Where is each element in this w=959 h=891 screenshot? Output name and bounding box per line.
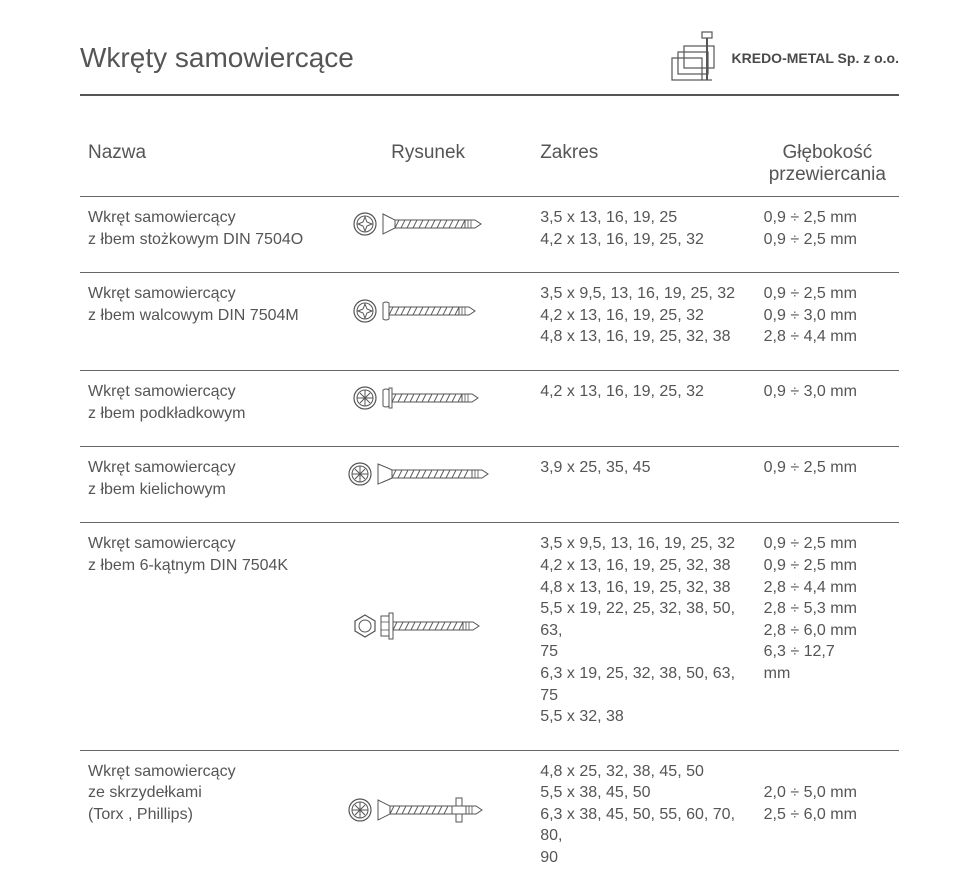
table-row: Wkręt samowiercący z łbem 6-kątnym DIN 7…	[80, 523, 899, 750]
table-row: Wkręt samowiercący z łbem walcowym DIN 7…	[80, 273, 899, 371]
product-name-line: z łbem stożkowym DIN 7504O	[88, 229, 328, 251]
product-name-line: Wkręt samowiercący	[88, 283, 328, 305]
product-name-line: z łbem walcowym DIN 7504M	[88, 305, 328, 327]
table-row: Wkręt samowiercący z łbem kielichowym 3,…	[80, 447, 899, 523]
range-cell: 3,9 x 25, 35, 45	[520, 447, 755, 523]
range-cell: 4,2 x 13, 16, 19, 25, 32	[520, 370, 755, 446]
depth-cell: 2,0 ÷ 5,0 mm 2,5 ÷ 6,0 mm	[756, 750, 899, 890]
depth-cell: 0,9 ÷ 2,5 mm	[756, 447, 899, 523]
brand-block: KREDO-METAL Sp. z o.o.	[666, 30, 899, 86]
screw-bugle-icon	[348, 460, 508, 490]
product-name-line: Wkręt samowiercący	[88, 533, 328, 555]
screw-washer-icon	[353, 384, 503, 414]
products-table: Nazwa Rysunek Zakres Głębokość przewierc…	[80, 136, 899, 891]
header-rule	[80, 94, 899, 96]
screw-hex-icon	[353, 610, 503, 644]
col-header-range: Zakres	[520, 136, 755, 197]
product-name-line: Wkręt samowiercący	[88, 207, 328, 229]
depth-cell: 0,9 ÷ 2,5 mm 0,9 ÷ 2,5 mm 2,8 ÷ 4,4 mm 2…	[756, 523, 899, 750]
product-name-line: Wkręt samowiercący	[88, 761, 328, 783]
table-row: Wkręt samowiercący z łbem stożkowym DIN …	[80, 197, 899, 273]
product-name-line: z łbem podkładkowym	[88, 403, 328, 425]
range-cell: 3,5 x 9,5, 13, 16, 19, 25, 32 4,2 x 13, …	[520, 523, 755, 750]
product-name-line: z łbem kielichowym	[88, 479, 328, 501]
page-title: Wkręty samowiercące	[80, 42, 354, 74]
col-header-drawing: Rysunek	[336, 136, 520, 197]
brand-name: KREDO-METAL Sp. z o.o.	[732, 50, 899, 66]
col-header-name: Nazwa	[80, 136, 336, 197]
product-name-line: (Torx , Phillips)	[88, 804, 328, 826]
range-cell: 3,5 x 13, 16, 19, 25 4,2 x 13, 16, 19, 2…	[520, 197, 755, 273]
screw-countersunk-icon	[353, 210, 503, 240]
col-header-depth: Głębokość przewiercania	[756, 136, 899, 197]
product-name-line: z łbem 6-kątnym DIN 7504K	[88, 555, 328, 577]
table-row: Wkręt samowiercący z łbem podkładkowym 4…	[80, 370, 899, 446]
product-name-line: Wkręt samowiercący	[88, 381, 328, 403]
table-row: Wkręt samowiercący ze skrzydełkami (Torx…	[80, 750, 899, 890]
product-name-line: ze skrzydełkami	[88, 782, 328, 804]
range-cell: 3,5 x 9,5, 13, 16, 19, 25, 32 4,2 x 13, …	[520, 273, 755, 371]
depth-cell: 0,9 ÷ 2,5 mm 0,9 ÷ 2,5 mm	[756, 197, 899, 273]
depth-cell: 0,9 ÷ 2,5 mm 0,9 ÷ 3,0 mm 2,8 ÷ 4,4 mm	[756, 273, 899, 371]
screw-wing-icon	[348, 794, 508, 828]
product-name-line: Wkręt samowiercący	[88, 457, 328, 479]
depth-cell: 0,9 ÷ 3,0 mm	[756, 370, 899, 446]
screw-pan-icon	[353, 297, 503, 327]
brand-logo-icon	[666, 30, 726, 86]
range-cell: 4,8 x 25, 32, 38, 45, 50 5,5 x 38, 45, 5…	[520, 750, 755, 890]
